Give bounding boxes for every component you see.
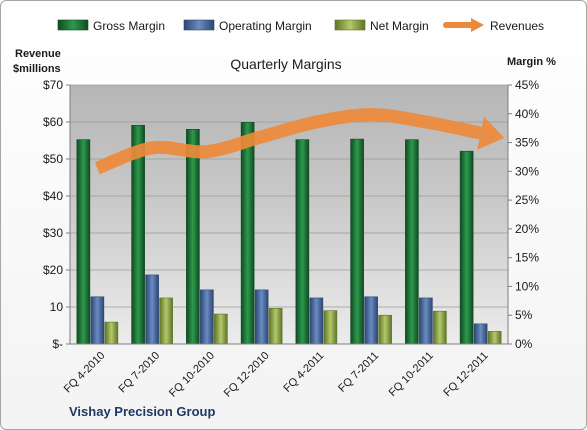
right-tick-label: 30% — [515, 164, 539, 178]
net-margin-bar — [323, 310, 338, 345]
gross-margin-bar — [350, 138, 364, 345]
category-label: FQ 10-2010 — [167, 350, 217, 400]
legend: Gross Margin Operating Margin Net Margin… — [57, 18, 544, 33]
legend-label-net-margin: Net Margin — [370, 19, 429, 33]
category-labels: FQ 4-2010 FQ 7-2010 FQ 10-2010 FQ 12-2010 FQ… — [62, 350, 491, 400]
gross-margin-bar — [76, 139, 91, 345]
operating-margin-bar — [473, 323, 488, 345]
legend-item-revenues: Revenues — [443, 18, 544, 33]
legend-swatch-operating-margin — [183, 19, 215, 31]
net-margin-bar — [214, 313, 228, 345]
net-margin-bar — [433, 310, 447, 345]
legend-item-net-margin: Net Margin — [334, 19, 429, 33]
category-label: FQ 12-2010 — [222, 350, 272, 400]
left-tick-label: $40 — [43, 189, 63, 203]
right-tick-label: 45% — [515, 78, 539, 92]
bars — [76, 122, 502, 345]
operating-margin-bar — [145, 274, 159, 345]
net-margin-bar — [378, 314, 392, 345]
right-axis-ticks: 0% 5% 10% 15% 20% 25% 30% 35% 40% 45% — [508, 78, 539, 351]
legend-label-gross-margin: Gross Margin — [93, 19, 165, 33]
net-margin-bar — [268, 308, 283, 345]
operating-margin-bar — [254, 289, 269, 345]
right-tick-label: 40% — [515, 107, 539, 121]
left-axis-label-line2: $millions — [13, 63, 61, 75]
left-tick-label: 10 — [50, 300, 64, 314]
revenues-arrowhead — [477, 116, 505, 150]
gross-margin-bar — [186, 129, 200, 345]
right-tick-label: 10% — [515, 279, 539, 293]
legend-item-operating-margin: Operating Margin — [183, 19, 312, 33]
category-label: FQ 7-2011 — [336, 350, 381, 395]
left-tick-label: $60 — [43, 115, 63, 129]
net-margin-bar — [104, 321, 119, 345]
left-tick-label: $50 — [43, 152, 63, 166]
left-tick-label: $30 — [43, 226, 63, 240]
left-tick-label: $70 — [43, 78, 63, 92]
legend-arrowhead-revenues — [471, 18, 484, 32]
left-tick-label: $- — [52, 337, 63, 351]
legend-swatch-net-margin — [334, 19, 366, 31]
left-axis-label-line1: Revenue — [15, 48, 61, 60]
gross-margin-bar — [459, 150, 474, 345]
category-label: FQ 10-2011 — [387, 350, 436, 399]
right-tick-label: 0% — [515, 337, 533, 351]
gross-margin-bar — [240, 122, 255, 345]
category-label: FQ 4-2011 — [281, 350, 326, 395]
revenues-series — [94, 108, 505, 175]
net-margin-bar — [487, 331, 502, 345]
category-label: FQ 7-2010 — [117, 350, 163, 396]
right-tick-label: 5% — [515, 308, 533, 322]
right-tick-label: 35% — [515, 136, 539, 150]
legend-label-operating-margin: Operating Margin — [219, 19, 312, 33]
legend-swatch-gross-margin — [57, 19, 89, 31]
left-tick-label: $20 — [43, 263, 63, 277]
revenues-line — [94, 108, 482, 175]
left-axis-ticks: $- 10 $20 $30 $40 $50 $60 $70 — [43, 78, 70, 351]
right-tick-label: 25% — [515, 193, 539, 207]
operating-margin-bar — [309, 297, 324, 345]
operating-margin-bar — [364, 296, 378, 345]
right-axis-label: Margin % — [507, 56, 556, 68]
operating-margin-bar — [90, 296, 105, 345]
category-label: FQ 4-2010 — [62, 350, 108, 396]
operating-margin-bar — [200, 289, 214, 345]
category-label: FQ 12-2011 — [441, 350, 490, 399]
legend-label-revenues: Revenues — [490, 19, 544, 33]
chart-title: Quarterly Margins — [230, 56, 341, 72]
gross-margin-bar — [405, 139, 419, 345]
gross-margin-bar — [295, 139, 310, 345]
right-tick-label: 15% — [515, 251, 539, 265]
right-tick-label: 20% — [515, 222, 539, 236]
legend-item-gross-margin: Gross Margin — [57, 19, 165, 33]
operating-margin-bar — [419, 297, 433, 345]
net-margin-bar — [159, 297, 173, 345]
company-name: Vishay Precision Group — [69, 404, 215, 419]
